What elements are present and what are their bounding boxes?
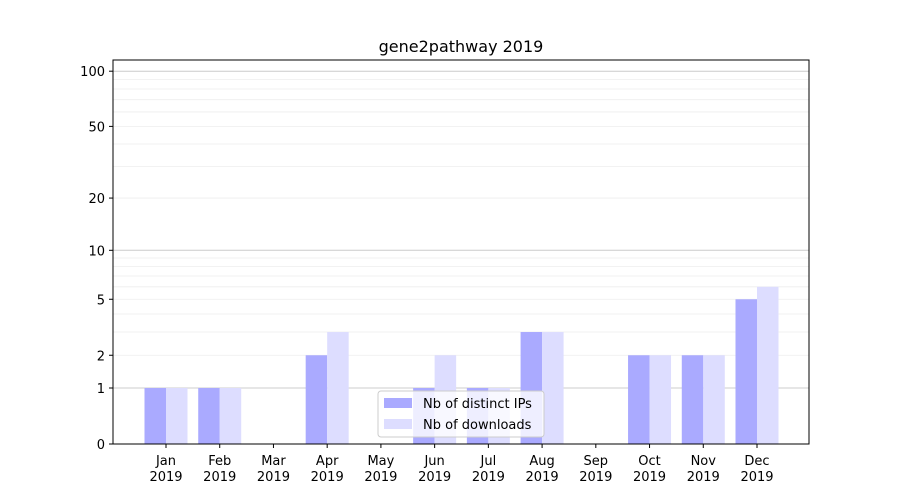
x-tick-label: Sep: [584, 454, 609, 469]
y-tick-label: 1: [97, 382, 105, 397]
bar-downloads: [703, 355, 725, 444]
x-tick-label: Feb: [208, 454, 231, 469]
x-tick-label-year: 2019: [311, 470, 344, 485]
legend: Nb of distinct IPs Nb of downloads: [377, 390, 545, 438]
x-tick-label: Aug: [529, 454, 554, 469]
x-tick-label-year: 2019: [579, 470, 612, 485]
x-tick-label-year: 2019: [633, 470, 666, 485]
bar-distinct-ips: [681, 355, 704, 444]
chart-title: gene2pathway 2019: [379, 37, 544, 56]
legend-box: [377, 390, 545, 438]
x-tick-label-year: 2019: [364, 470, 397, 485]
x-tick-label-year: 2019: [472, 470, 505, 485]
x-tick-label: Jan: [155, 454, 176, 469]
plot-frame: [112, 59, 810, 445]
bar-downloads: [219, 388, 242, 444]
x-tick-label: Apr: [316, 454, 339, 469]
x-tick-label: Mar: [261, 454, 286, 469]
bar-downloads: [757, 286, 779, 444]
y-tick-label: 100: [80, 65, 105, 80]
bar-distinct-ips: [144, 388, 166, 444]
x-tick-label: Nov: [691, 454, 717, 469]
x-tick-label: Jun: [423, 454, 444, 469]
x-tick-label-year: 2019: [526, 470, 559, 485]
bar-distinct-ips: [198, 388, 220, 444]
y-tick-label: 2: [97, 349, 105, 364]
y-tick-label: 0: [97, 438, 105, 453]
x-tick-label-year: 2019: [149, 470, 182, 485]
y-tick-label: 50: [88, 120, 105, 135]
bar-distinct-ips: [305, 355, 328, 444]
bar-distinct-ips: [628, 355, 650, 444]
bar-downloads: [327, 332, 349, 444]
x-tick-label-year: 2019: [203, 470, 236, 485]
y-tick-label: 5: [97, 293, 105, 308]
x-tick-label: Jul: [480, 454, 497, 469]
bar-downloads: [166, 388, 188, 444]
bar-downloads: [649, 355, 672, 444]
legend-swatch: [384, 419, 412, 429]
x-tick-label: Oct: [638, 454, 660, 469]
x-tick-label-year: 2019: [740, 470, 773, 485]
legend-swatch: [384, 398, 412, 408]
x-tick-label: Dec: [744, 454, 769, 469]
bar-distinct-ips: [735, 299, 757, 444]
x-tick-label-year: 2019: [257, 470, 290, 485]
x-tick-label: May: [367, 454, 394, 469]
legend-label: Nb of distinct IPs: [423, 397, 532, 412]
x-tick-label-year: 2019: [687, 470, 720, 485]
y-tick-label: 10: [88, 244, 105, 259]
y-tick-label: 20: [88, 192, 105, 207]
legend-label: Nb of downloads: [423, 418, 532, 433]
x-tick-label-year: 2019: [418, 470, 451, 485]
bar-downloads: [542, 332, 564, 444]
